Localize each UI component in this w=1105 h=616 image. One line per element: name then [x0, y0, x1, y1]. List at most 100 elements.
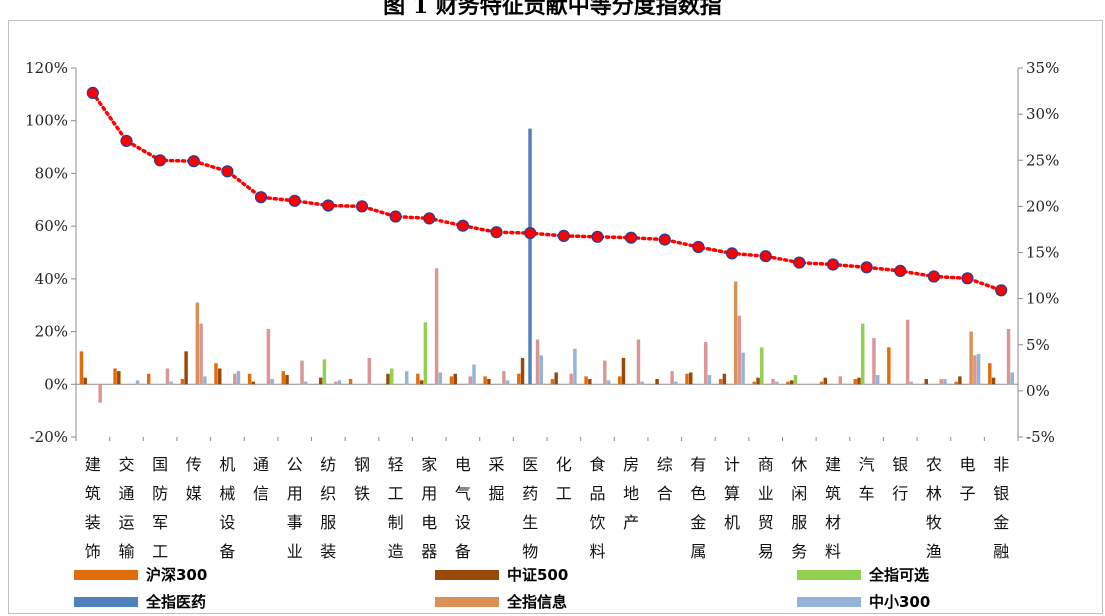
bar-中小300-化工 [573, 348, 577, 385]
bar-沪深300-家用电器 [416, 373, 420, 385]
bar-中证500-轻工制造 [386, 373, 390, 385]
category-label-食品饮料: 食品饮料 [589, 455, 605, 561]
bar-全指金融-非银金融 [1006, 328, 1011, 385]
left-tick-label: 20% [35, 323, 68, 341]
line-point-休闲服务 [793, 256, 806, 269]
bar-沪深300-交通运输 [113, 368, 117, 385]
right-tick-label: -5% [1026, 428, 1055, 446]
right-tick-label: 35% [1026, 59, 1059, 77]
category-label-有色金属: 有色金属 [690, 455, 706, 561]
line-point-公用事业 [288, 194, 301, 207]
bar-中小300-房地产 [640, 381, 644, 385]
line-point-机械设备 [221, 165, 234, 178]
category-label-采掘: 采掘 [488, 455, 504, 503]
bar-全指信息-电子 [969, 331, 973, 385]
category-label-通信: 通信 [253, 455, 269, 503]
line-point-国防军工 [154, 154, 167, 167]
bar-中小300-轻工制造 [404, 371, 409, 385]
bar-全指金融-食品饮料 [603, 360, 607, 385]
legend-label-全指医药: 全指医药 [145, 593, 206, 611]
bar-全指可选-轻工制造 [389, 368, 394, 385]
bar-中证500-采掘 [487, 379, 491, 385]
bar-中小300-有色金属 [707, 375, 712, 385]
legend-label-中小300: 中小300 [869, 593, 930, 611]
line-point-纺织服装 [322, 199, 335, 212]
bar-中证500-农林牧渔 [924, 379, 928, 385]
line-point-传媒 [187, 155, 200, 168]
bar-全指金融-化工 [569, 373, 573, 385]
line-point-汽车 [860, 261, 873, 274]
line-point-农林牧渔 [927, 270, 941, 283]
category-label-交通运输: 交通运输 [118, 455, 134, 561]
legend-swatch-全指可选 [797, 570, 861, 580]
bar-沪深300-通信 [247, 373, 252, 385]
bar-中证500-有色金属 [689, 372, 693, 385]
category-label-汽车: 汽车 [859, 455, 875, 503]
bar-中证500-汽车 [857, 377, 861, 385]
bar-沪深300-银行 [887, 347, 891, 385]
bar-中证500-房地产 [621, 357, 626, 385]
bar-沪深300-公用事业 [281, 371, 286, 385]
bar-全指金融-有色金属 [704, 342, 708, 385]
bar-中小300-采掘 [505, 380, 510, 385]
line-point-交通运输 [120, 134, 133, 147]
right-tick-label: 25% [1026, 151, 1059, 169]
bar-中小300-国防军工 [169, 381, 173, 385]
category-label-银行: 银行 [892, 455, 908, 503]
bar-全指信息-计算机 [733, 281, 738, 385]
bar-全指金融-建筑材料 [838, 376, 843, 385]
right-tick-label: 10% [1026, 290, 1059, 308]
bar-中小300-商业贸易 [775, 381, 779, 385]
left-tick-label: 80% [35, 164, 68, 182]
category-label-房地产: 房地产 [623, 455, 639, 532]
bar-中小300-银行 [909, 381, 914, 385]
bar-全指金融-钢铁 [367, 357, 372, 385]
bar-全指金融-房地产 [636, 339, 641, 385]
bar-中证500-建筑材料 [823, 377, 828, 385]
line-point-银行 [894, 264, 907, 277]
bar-沪深300-采掘 [483, 376, 487, 385]
bar-中小300-汽车 [875, 375, 880, 385]
bar-中小300-电子 [976, 353, 981, 385]
chart-title: 图 1 财务特征贡献中等分度指数指 [383, 0, 722, 19]
bar-中证500-电子 [958, 376, 962, 385]
category-label-计算机: 计算机 [724, 455, 740, 532]
bar-中证500-食品饮料 [588, 379, 592, 385]
legend-swatch-全指信息 [435, 597, 499, 607]
bar-沪深300-钢铁 [348, 379, 353, 385]
bar-中证500-非银金融 [991, 377, 996, 385]
category-label-化工: 化工 [556, 455, 572, 503]
left-tick-label: 120% [25, 59, 68, 77]
line-point-有色金属 [692, 240, 705, 254]
category-label-纺织服装: 纺织服装 [320, 455, 336, 561]
line-point-综合 [658, 233, 671, 246]
line-point-商业贸易 [759, 250, 772, 263]
bar-全指金融-机械设备 [233, 373, 237, 385]
category-label-医药生物: 医药生物 [522, 455, 538, 561]
bar-中证500-传媒 [184, 351, 188, 385]
bar-全指金融-医药生物 [535, 339, 540, 385]
category-label-家用电器: 家用电器 [421, 455, 437, 561]
line-point-医药生物 [524, 227, 537, 240]
category-label-国防军工: 国防军工 [152, 455, 168, 561]
bar-中证500-纺织服装 [318, 377, 323, 385]
bar-中证500-建筑装饰 [83, 377, 87, 385]
left-tick-label: 0% [44, 375, 68, 393]
category-label-电气设备: 电气设备 [455, 455, 471, 561]
legend-label-沪深300: 沪深300 [146, 566, 207, 584]
bar-中小300-通信 [270, 379, 274, 385]
category-label-农林牧渔: 农林牧渔 [926, 455, 942, 561]
legend-label-全指可选: 全指可选 [868, 566, 929, 584]
bar-全指金融-电子 [973, 355, 977, 385]
line-point-食品饮料 [591, 230, 604, 243]
bar-中证500-医药生物 [520, 357, 525, 385]
bar-中证500-计算机 [722, 373, 727, 385]
bar-全指可选-休闲服务 [793, 375, 798, 385]
bar-全指金融-传媒 [199, 323, 203, 385]
bar-中证500-商业贸易 [756, 377, 760, 385]
bar-全指可选-汽车 [860, 323, 865, 385]
bar-沪深300-建筑装饰 [79, 351, 84, 385]
line-point-通信 [254, 191, 268, 204]
legend-label-全指信息: 全指信息 [506, 593, 567, 611]
category-label-非银金融: 非银金融 [993, 455, 1009, 561]
